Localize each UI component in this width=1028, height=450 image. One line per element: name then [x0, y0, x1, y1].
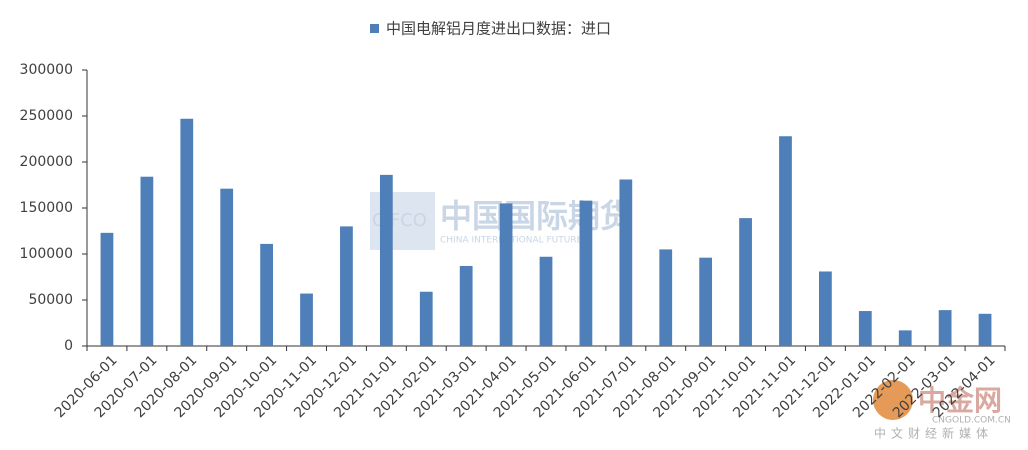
legend-label: 中国电解铝月度进出口数据：进口	[386, 20, 611, 38]
y-tick-label: 100000	[20, 246, 73, 262]
bar	[379, 174, 393, 346]
watermark: 中金网	[918, 384, 1002, 417]
bar	[340, 226, 353, 346]
legend-swatch	[370, 24, 379, 33]
y-tick-label: 200000	[20, 154, 73, 170]
bar	[938, 310, 952, 346]
watermark-logo	[873, 380, 913, 420]
y-tick-label: 0	[64, 338, 73, 354]
bar	[619, 179, 633, 346]
bar	[898, 330, 912, 346]
bar	[858, 311, 872, 346]
bar	[499, 203, 513, 346]
bar	[419, 291, 433, 346]
bar	[100, 232, 114, 346]
bar	[699, 257, 713, 346]
watermark: 中国国际期货	[440, 197, 632, 235]
y-tick-label: 250000	[20, 108, 73, 124]
bar	[140, 176, 154, 346]
bar	[779, 136, 792, 346]
bar	[180, 118, 194, 346]
bar	[459, 265, 473, 346]
watermark: 中文财经新媒体	[874, 426, 993, 441]
bar	[300, 293, 313, 346]
y-tick-label: 150000	[20, 200, 73, 216]
bar	[220, 188, 234, 346]
bar	[819, 271, 832, 346]
watermark: CNGOLD.COM.CN	[932, 416, 1011, 426]
bar	[260, 243, 273, 346]
watermark: CHINA INTERNATIONAL FUTURES	[440, 236, 588, 246]
bar	[739, 218, 752, 346]
bar	[978, 313, 992, 346]
bar	[539, 256, 553, 346]
y-tick-label: 300000	[20, 62, 73, 78]
bar	[659, 249, 673, 346]
bar	[579, 200, 593, 346]
y-tick-label: 50000	[28, 292, 73, 308]
